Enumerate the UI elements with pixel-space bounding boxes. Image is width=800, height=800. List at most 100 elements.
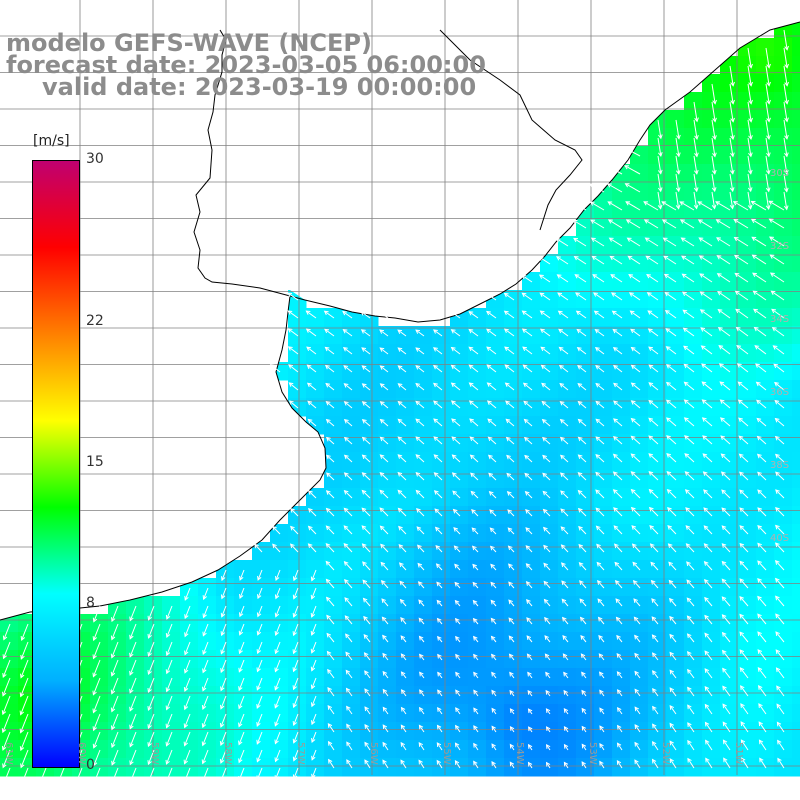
wind-arrow bbox=[364, 741, 371, 751]
wind-arrow bbox=[503, 328, 515, 337]
wind-arrow bbox=[753, 308, 767, 319]
wind-arrow bbox=[19, 695, 29, 716]
wind-arrow bbox=[38, 767, 47, 786]
wind-arrow bbox=[681, 291, 695, 301]
wind-arrow bbox=[343, 489, 353, 499]
wind-arrow bbox=[305, 328, 317, 337]
wind-arrow bbox=[487, 418, 497, 427]
wind-arrow bbox=[598, 671, 605, 679]
wind-speed-cell bbox=[108, 650, 127, 669]
wind-arrow bbox=[436, 724, 443, 733]
wind-arrow bbox=[667, 543, 677, 553]
wind-arrow bbox=[310, 569, 317, 582]
wind-arrow bbox=[165, 659, 173, 675]
wind-arrow bbox=[433, 454, 443, 463]
wind-arrow bbox=[418, 599, 425, 607]
wind-speed-cell bbox=[288, 632, 307, 651]
wind-arrow bbox=[612, 328, 623, 337]
wind-arrow bbox=[703, 561, 713, 571]
wind-arrow bbox=[397, 329, 407, 337]
wind-arrow bbox=[455, 724, 461, 733]
wind-arrow bbox=[561, 562, 569, 571]
wind-speed-cell bbox=[90, 686, 109, 705]
wind-arrow bbox=[741, 757, 749, 769]
wind-arrow bbox=[521, 292, 533, 301]
wind-arrow bbox=[220, 605, 227, 618]
wind-arrow bbox=[450, 329, 461, 337]
wind-speed-cell bbox=[684, 92, 703, 111]
wind-arrow bbox=[433, 436, 443, 445]
wind-arrow bbox=[400, 689, 407, 697]
wind-arrow bbox=[757, 631, 767, 643]
wind-arrow bbox=[147, 605, 155, 621]
wind-arrow bbox=[630, 364, 641, 373]
wind-arrow bbox=[543, 598, 551, 607]
wind-arrow bbox=[612, 453, 623, 463]
wind-arrow bbox=[342, 328, 353, 337]
wind-speed-cell bbox=[792, 74, 800, 93]
wind-arrow bbox=[415, 329, 425, 337]
valid-date: valid date: 2023-03-19 00:00:00 bbox=[42, 73, 477, 101]
wind-arrow bbox=[381, 598, 389, 607]
wind-arrow bbox=[542, 508, 551, 517]
wind-arrow bbox=[599, 689, 605, 697]
wind-arrow bbox=[542, 490, 551, 499]
wind-arrow bbox=[630, 435, 641, 445]
wind-arrow bbox=[254, 543, 263, 553]
wind-arrow bbox=[147, 623, 155, 639]
wind-speed-cell bbox=[774, 164, 793, 183]
wind-arrow bbox=[579, 598, 587, 607]
wind-arrow bbox=[669, 615, 677, 625]
wind-speed-cell bbox=[684, 146, 703, 165]
wind-arrow bbox=[418, 741, 425, 751]
colorbar-tick-label: 30 bbox=[86, 151, 104, 167]
wind-arrow bbox=[765, 83, 771, 105]
wind-arrow bbox=[734, 254, 749, 265]
wind-arrow bbox=[379, 329, 389, 337]
wind-arrow bbox=[717, 308, 731, 319]
wind-arrow bbox=[505, 418, 515, 427]
wind-arrow bbox=[592, 274, 605, 283]
wind-arrow bbox=[490, 599, 497, 607]
wind-arrow bbox=[327, 686, 335, 697]
wind-speed-cell bbox=[792, 362, 800, 381]
wind-speed-cell bbox=[252, 578, 271, 597]
wind-arrow bbox=[721, 631, 731, 643]
wind-arrow bbox=[646, 292, 659, 301]
wind-arrow bbox=[577, 507, 587, 517]
wind-arrow bbox=[633, 616, 641, 625]
wind-arrow bbox=[769, 254, 785, 265]
wind-arrow bbox=[288, 364, 299, 373]
wind-speed-cell bbox=[270, 668, 289, 687]
wind-arrow bbox=[562, 653, 569, 661]
wind-arrow bbox=[783, 191, 789, 211]
wind-arrow bbox=[682, 309, 695, 319]
wind-arrow bbox=[400, 724, 407, 733]
wind-arrow bbox=[661, 201, 677, 211]
wind-arrow bbox=[74, 767, 83, 785]
wind-arrow bbox=[382, 652, 389, 661]
wind-arrow bbox=[490, 563, 497, 571]
wind-arrow bbox=[165, 749, 173, 765]
wind-speed-cell bbox=[126, 704, 145, 723]
wind-arrow bbox=[558, 328, 569, 337]
wind-arrow bbox=[669, 722, 677, 733]
wind-arrow bbox=[652, 670, 659, 679]
wind-arrow bbox=[775, 631, 785, 643]
wind-arrow bbox=[165, 605, 173, 620]
wind-speed-cell bbox=[738, 92, 757, 111]
wind-arrow bbox=[768, 218, 785, 229]
wind-arrow bbox=[256, 677, 263, 691]
wind-arrow bbox=[343, 472, 353, 481]
wind-speed-cell bbox=[270, 560, 289, 579]
wind-arrow bbox=[310, 587, 317, 600]
wind-arrow bbox=[450, 400, 461, 409]
wind-arrow bbox=[361, 472, 371, 481]
wind-arrow bbox=[343, 525, 353, 535]
wind-speed-cell bbox=[306, 704, 325, 723]
wind-arrow bbox=[684, 489, 695, 499]
wind-arrow bbox=[665, 364, 677, 373]
wind-arrow bbox=[716, 273, 731, 283]
wind-arrow bbox=[238, 641, 245, 655]
longitude-label: 52W bbox=[660, 742, 671, 765]
